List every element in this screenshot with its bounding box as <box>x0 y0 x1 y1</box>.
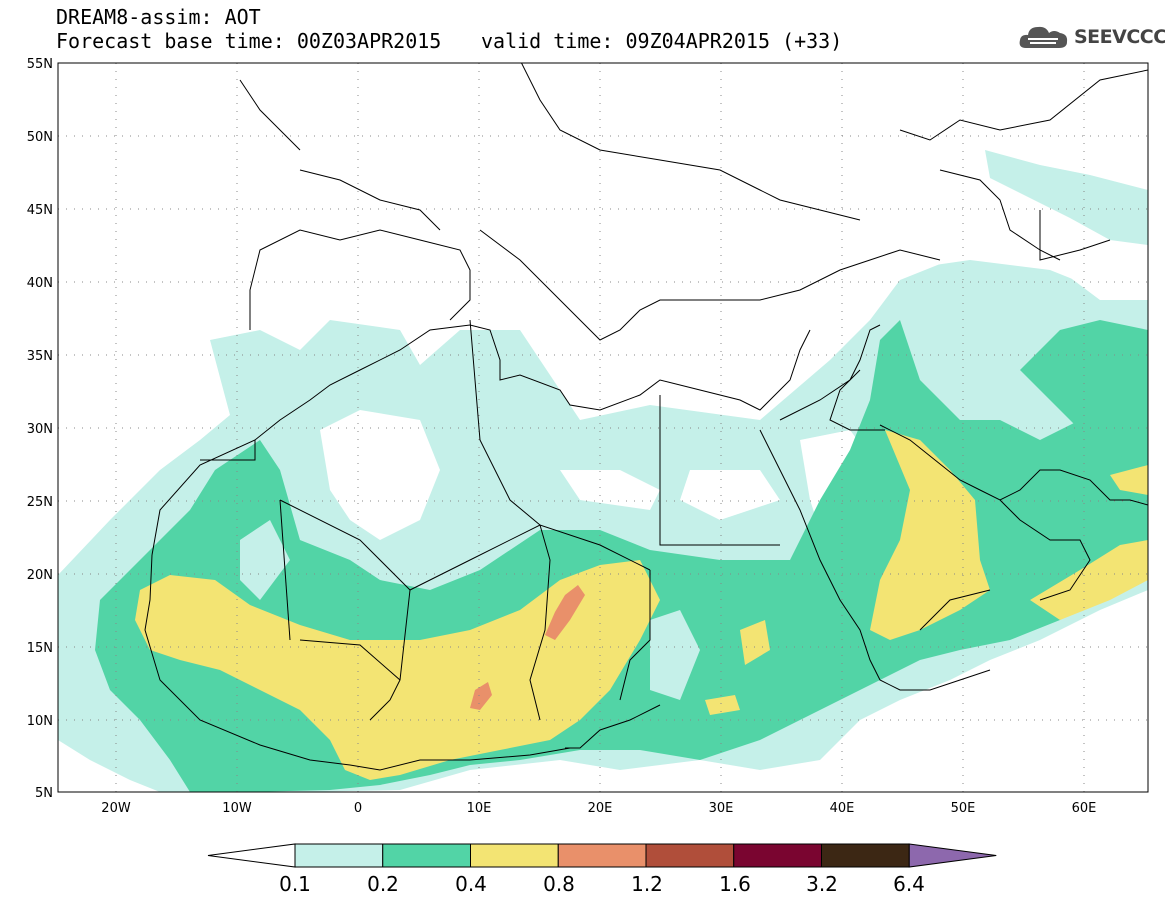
lon-label: 0 <box>354 801 362 816</box>
lat-label: 50N <box>27 130 53 145</box>
colorbar-arrow-low <box>207 843 296 868</box>
aot-band-0.8-chad <box>545 585 585 640</box>
lat-label: 30N <box>27 422 53 437</box>
aot-band-0.1-caspian-top <box>985 150 1148 245</box>
aot-band-0.4 <box>135 560 660 780</box>
lon-label: 50E <box>951 801 976 816</box>
aot-band-0.4-arabia <box>870 430 990 640</box>
colorbar-label: 0.8 <box>543 872 575 896</box>
lat-label: 15N <box>27 641 53 656</box>
lon-label: 30E <box>709 801 734 816</box>
seevccc-logo: SEEVCCC <box>1018 24 1165 50</box>
colorbar-label: 3.2 <box>806 872 838 896</box>
colorbar-segment <box>645 843 735 868</box>
aot-band-0.2-east <box>1020 320 1148 460</box>
colorbar <box>207 843 997 868</box>
lon-label: 60E <box>1072 801 1097 816</box>
colorbar-label: 0.2 <box>367 872 399 896</box>
map-frame <box>57 62 1149 793</box>
lat-label: 10N <box>27 714 53 729</box>
colorbar-arrow-high <box>908 843 997 868</box>
colorbar-label: 0.4 <box>455 872 487 896</box>
logo-text: SEEVCCC <box>1074 26 1165 48</box>
lon-label: 20W <box>101 801 131 816</box>
colorbar-segment <box>294 843 384 868</box>
lon-label: 10W <box>222 801 252 816</box>
chart-title: DREAM8-assim: AOT <box>56 5 261 29</box>
lat-label: 5N <box>35 786 53 801</box>
lat-labels: 55N 50N 45N 40N 35N 30N 25N 20N 15N 10N … <box>27 57 53 801</box>
coastlines <box>144 63 1148 771</box>
colorbar-label: 1.2 <box>631 872 663 896</box>
lat-label: 55N <box>27 57 53 72</box>
colorbar-segment <box>470 843 559 868</box>
lat-label: 20N <box>27 568 53 583</box>
cloud-logo-icon <box>1019 26 1068 48</box>
lat-label: 45N <box>27 203 53 218</box>
lat-label: 35N <box>27 349 53 364</box>
borders <box>200 210 1111 721</box>
base-time: Forecast base time: 00Z03APR2015 <box>56 29 442 53</box>
lon-labels: 20W 10W 0 10E 20E 30E 40E 50E 60E <box>101 801 1096 816</box>
colorbar-segment <box>733 843 822 868</box>
colorbar-segment <box>382 843 471 868</box>
colorbar-label: 1.6 <box>719 872 751 896</box>
colorbar-label: 6.4 <box>893 872 925 896</box>
colorbar-segment <box>557 843 647 868</box>
lon-label: 10E <box>467 801 492 816</box>
colorbar-segment <box>821 843 910 868</box>
lat-label: 25N <box>27 495 53 510</box>
valid-time: valid time: 09Z04APR2015 (+33) <box>481 29 843 53</box>
lat-label: 40N <box>27 276 53 291</box>
aot-band-0.8-niger <box>470 682 492 710</box>
colorbar-label: 0.1 <box>279 872 311 896</box>
lon-label: 20E <box>588 801 613 816</box>
chart-subtitle: Forecast base time: 00Z03APR2015 valid ti… <box>56 29 842 53</box>
map-grid <box>58 63 1148 792</box>
lon-label: 40E <box>830 801 855 816</box>
colorbar-labels: 0.1 0.2 0.4 0.8 1.2 1.6 3.2 6.4 <box>279 872 925 896</box>
aot-band-0.4-oman <box>1030 540 1148 620</box>
